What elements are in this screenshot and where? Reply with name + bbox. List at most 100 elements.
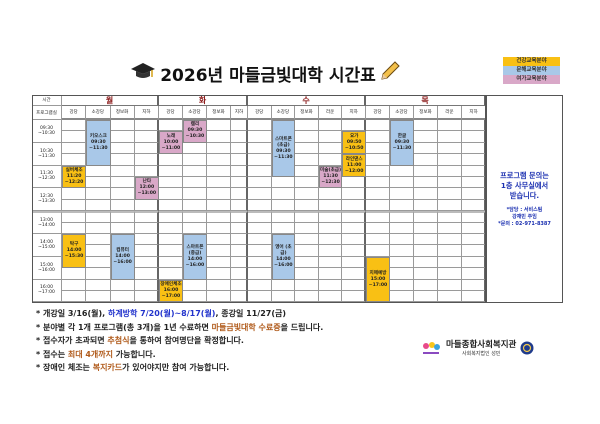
grid-cell: [110, 131, 135, 143]
grid-cell: [159, 177, 183, 189]
grid-cell: [207, 222, 231, 234]
grid-cell: [86, 245, 111, 257]
class-time: 09:50 ~10:50: [344, 139, 364, 151]
grid-cell: [159, 245, 183, 257]
class-name: 장애인체조: [160, 281, 182, 287]
grid-cell: [295, 279, 319, 291]
time-slot: 13:00 ~14:00: [32, 211, 62, 234]
grid-cell: [134, 154, 159, 166]
class-block: 캘리 09:30 ~10:30: [183, 120, 207, 143]
grid-cell: [207, 131, 231, 143]
time-slot: 09:30 ~10:30: [32, 120, 62, 143]
grid-cell: [438, 154, 462, 166]
class-time: 11:30 ~12:30: [321, 173, 340, 185]
grid-cell: [134, 256, 159, 269]
room-header: 강당: [159, 106, 183, 120]
class-name: 한글: [397, 133, 407, 139]
grid-cell: [318, 245, 343, 257]
grid-cell: [366, 222, 390, 234]
grid-cell: [342, 222, 366, 234]
grid-cell: [414, 199, 438, 212]
grid-cell: [342, 245, 366, 257]
grid-cell: [462, 165, 486, 177]
grid-cell: [231, 120, 248, 132]
time-slot: 12:30 ~13:30: [32, 188, 62, 212]
grid-cell: [462, 154, 486, 166]
grid-cell: [86, 199, 111, 212]
grid-cell: [207, 120, 231, 132]
grid-cell: [318, 268, 343, 280]
grid-cell: [86, 279, 111, 291]
grid-cell: [231, 177, 248, 189]
organization-logo: 마들종합사회복지관 사회복지법인 성민: [420, 338, 534, 357]
grid-cell: [248, 142, 272, 155]
grid-cell: [183, 165, 207, 177]
grid-cell: [295, 211, 319, 223]
room-header: 지하: [342, 106, 366, 120]
room-header: 소강당: [390, 106, 414, 120]
grid-cell: [62, 222, 87, 234]
class-block: 노래 10:00 ~11:00: [159, 131, 183, 155]
grid-cell: [110, 165, 135, 177]
time-slot: 11:30 ~12:30: [32, 165, 62, 189]
class-time: 16:00 ~17:00: [161, 287, 181, 299]
class-block: 라인댄스 11:00 ~12:00: [342, 154, 366, 177]
grid-cell: [134, 234, 159, 246]
grid-cell: [318, 154, 343, 166]
grid-cell: [342, 279, 366, 291]
class-time: 12:00 ~13:00: [137, 185, 157, 197]
grid-cell: [342, 291, 366, 303]
inquiry-text: 프로그램 문의는: [500, 170, 549, 180]
grid-cell: [462, 188, 486, 200]
grid-cell: [295, 142, 319, 155]
grid-cell: [86, 211, 111, 223]
grid-cell: [159, 211, 183, 223]
class-time: 14:00 ~16:00: [274, 256, 293, 268]
grid-cell: [134, 165, 159, 177]
grid-cell: [110, 199, 135, 212]
grid-cell: [390, 165, 414, 177]
grid-cell: [183, 279, 207, 291]
grid-cell: [414, 279, 438, 291]
room-header: 정보화: [295, 106, 319, 120]
room-header: 정보화: [207, 106, 231, 120]
grid-cell: [295, 177, 319, 189]
grid-cell: [207, 142, 231, 155]
grid-cell: [110, 154, 135, 166]
grid-cell: [86, 165, 111, 177]
grid-cell: [295, 120, 319, 132]
room-header: 정보화: [414, 106, 438, 120]
grid-cell: [134, 199, 159, 212]
pencil-icon: [380, 60, 400, 86]
grid-cell: [342, 268, 366, 280]
grid-cell: [462, 268, 486, 280]
class-block: 한글 09:30 ~11:30: [390, 120, 414, 166]
time-slot: 15:00 ~16:00: [32, 256, 62, 280]
grid-cell: [62, 291, 87, 303]
grid-cell: [231, 199, 248, 212]
grid-cell: [248, 211, 272, 223]
class-block: 키오스크 09:30 ~11:30: [86, 120, 111, 166]
class-block: 영어 (초급) 14:00 ~16:00: [271, 234, 296, 280]
grid-cell: [295, 165, 319, 177]
room-header: 소강당: [86, 106, 111, 120]
grid-cell: [86, 256, 111, 269]
class-name: 치매예방: [369, 270, 387, 276]
grid-cell: [183, 154, 207, 166]
grid-cell: [110, 188, 135, 200]
grid-cell: [134, 131, 159, 143]
grid-cell: [248, 222, 272, 234]
grid-cell: [438, 199, 462, 212]
class-name: 캘리: [190, 122, 200, 128]
grid-cell: [318, 211, 343, 223]
class-block: 스마트폰 (중급) 14:00 ~16:00: [183, 234, 207, 280]
grid-cell: [390, 222, 414, 234]
class-time: 11:20 ~12:20: [64, 173, 84, 185]
grid-cell: [414, 291, 438, 303]
class-name: 컴퓨터: [116, 247, 129, 253]
grid-cell: [86, 177, 111, 189]
grid-cell: [134, 279, 159, 291]
grid-cell: [318, 234, 343, 246]
room-header: 프로그램실: [32, 106, 62, 120]
class-time: 11:00 ~12:00: [344, 162, 364, 174]
